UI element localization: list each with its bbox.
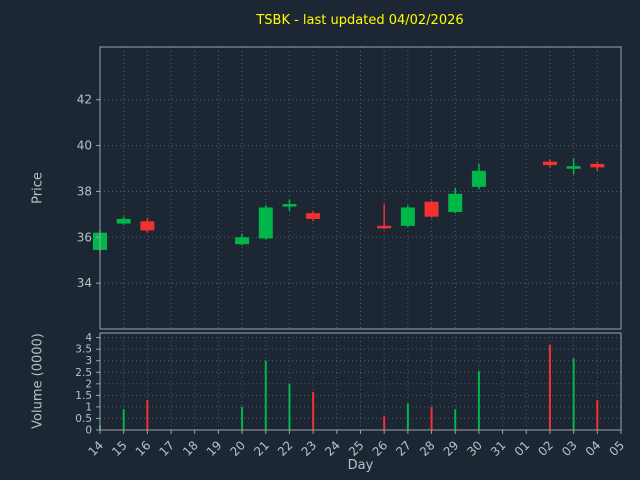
volume-tick-label: 0 [85,425,92,437]
day-axis-label: Day [347,458,374,473]
chart-title: TSBK - last updated 04/02/2026 [256,13,464,28]
volume-bar [288,383,291,430]
day-tick-label: 14 [85,438,106,459]
candle-body [306,213,321,219]
volume-bar [430,406,433,430]
day-tick-label: 21 [251,438,272,459]
candle-body [542,161,557,166]
day-tick-label: 27 [393,438,414,459]
price-tick-label: 36 [77,230,92,244]
gridlines [99,47,622,431]
candles [93,158,605,253]
candle-body [258,207,273,239]
volume-bar [548,344,551,430]
volume-tick-label: 4 [85,332,92,344]
day-tick-label: 05 [606,438,627,459]
price-tick-label: 40 [77,139,92,153]
volume-bar [264,360,267,430]
candle-body [448,193,463,213]
day-tick-label: 28 [417,438,438,459]
volume-bar [596,399,599,430]
volume-tick-label: 3.5 [75,344,92,356]
candle-body [282,204,297,207]
day-tick-label: 01 [512,438,533,459]
volume-bar [406,403,409,430]
volume-bar [572,358,575,430]
day-tick-label: 20 [228,438,249,459]
day-tick-label: 29 [441,438,462,459]
candle-body [566,166,581,169]
volume-bars [99,344,599,430]
volume-bar [454,409,457,430]
axes-spines [96,46,622,434]
candle-body [235,237,250,245]
candle-body [140,221,155,231]
day-tick-label: 31 [488,438,509,459]
day-tick-label: 18 [180,438,201,459]
volume-bar [383,416,386,430]
day-tick-label: 04 [583,438,604,459]
volume-tick-label: 1 [85,401,92,413]
day-tick-label: 25 [346,438,367,459]
volume-bar [241,406,244,430]
day-tick-label: 15 [109,438,130,459]
volume-bar [146,399,149,430]
candle-body [471,170,486,187]
day-tick-label: 16 [133,438,154,459]
day-tick-label: 03 [559,438,580,459]
candle-body [377,225,392,229]
price-tick-label: 38 [77,184,92,198]
day-tick-label: 02 [535,438,556,459]
candle-body [116,218,131,224]
candle-body [400,207,415,226]
day-tick-label: 24 [322,438,343,459]
volume-tick-label: 1.5 [75,390,92,402]
candle-body [590,163,605,168]
day-tick-label: 30 [464,438,485,459]
price-tick-label: 34 [77,276,92,290]
day-tick-label: 22 [275,438,296,459]
volume-tick-label: 2 [85,378,92,390]
day-tick-label: 17 [156,438,177,459]
candle-body [424,201,439,217]
day-tick-label: 26 [370,438,391,459]
price-tick-label: 42 [77,93,92,107]
day-tick-label: 23 [299,438,320,459]
volume-bar [477,371,480,430]
volume-tick-label: 0.5 [75,413,92,425]
volume-bar [122,409,125,430]
volume-tick-label: 3 [85,355,92,367]
day-tick-label: 19 [204,438,225,459]
volume-bar [312,391,315,430]
volume-tick-label: 2.5 [75,367,92,379]
